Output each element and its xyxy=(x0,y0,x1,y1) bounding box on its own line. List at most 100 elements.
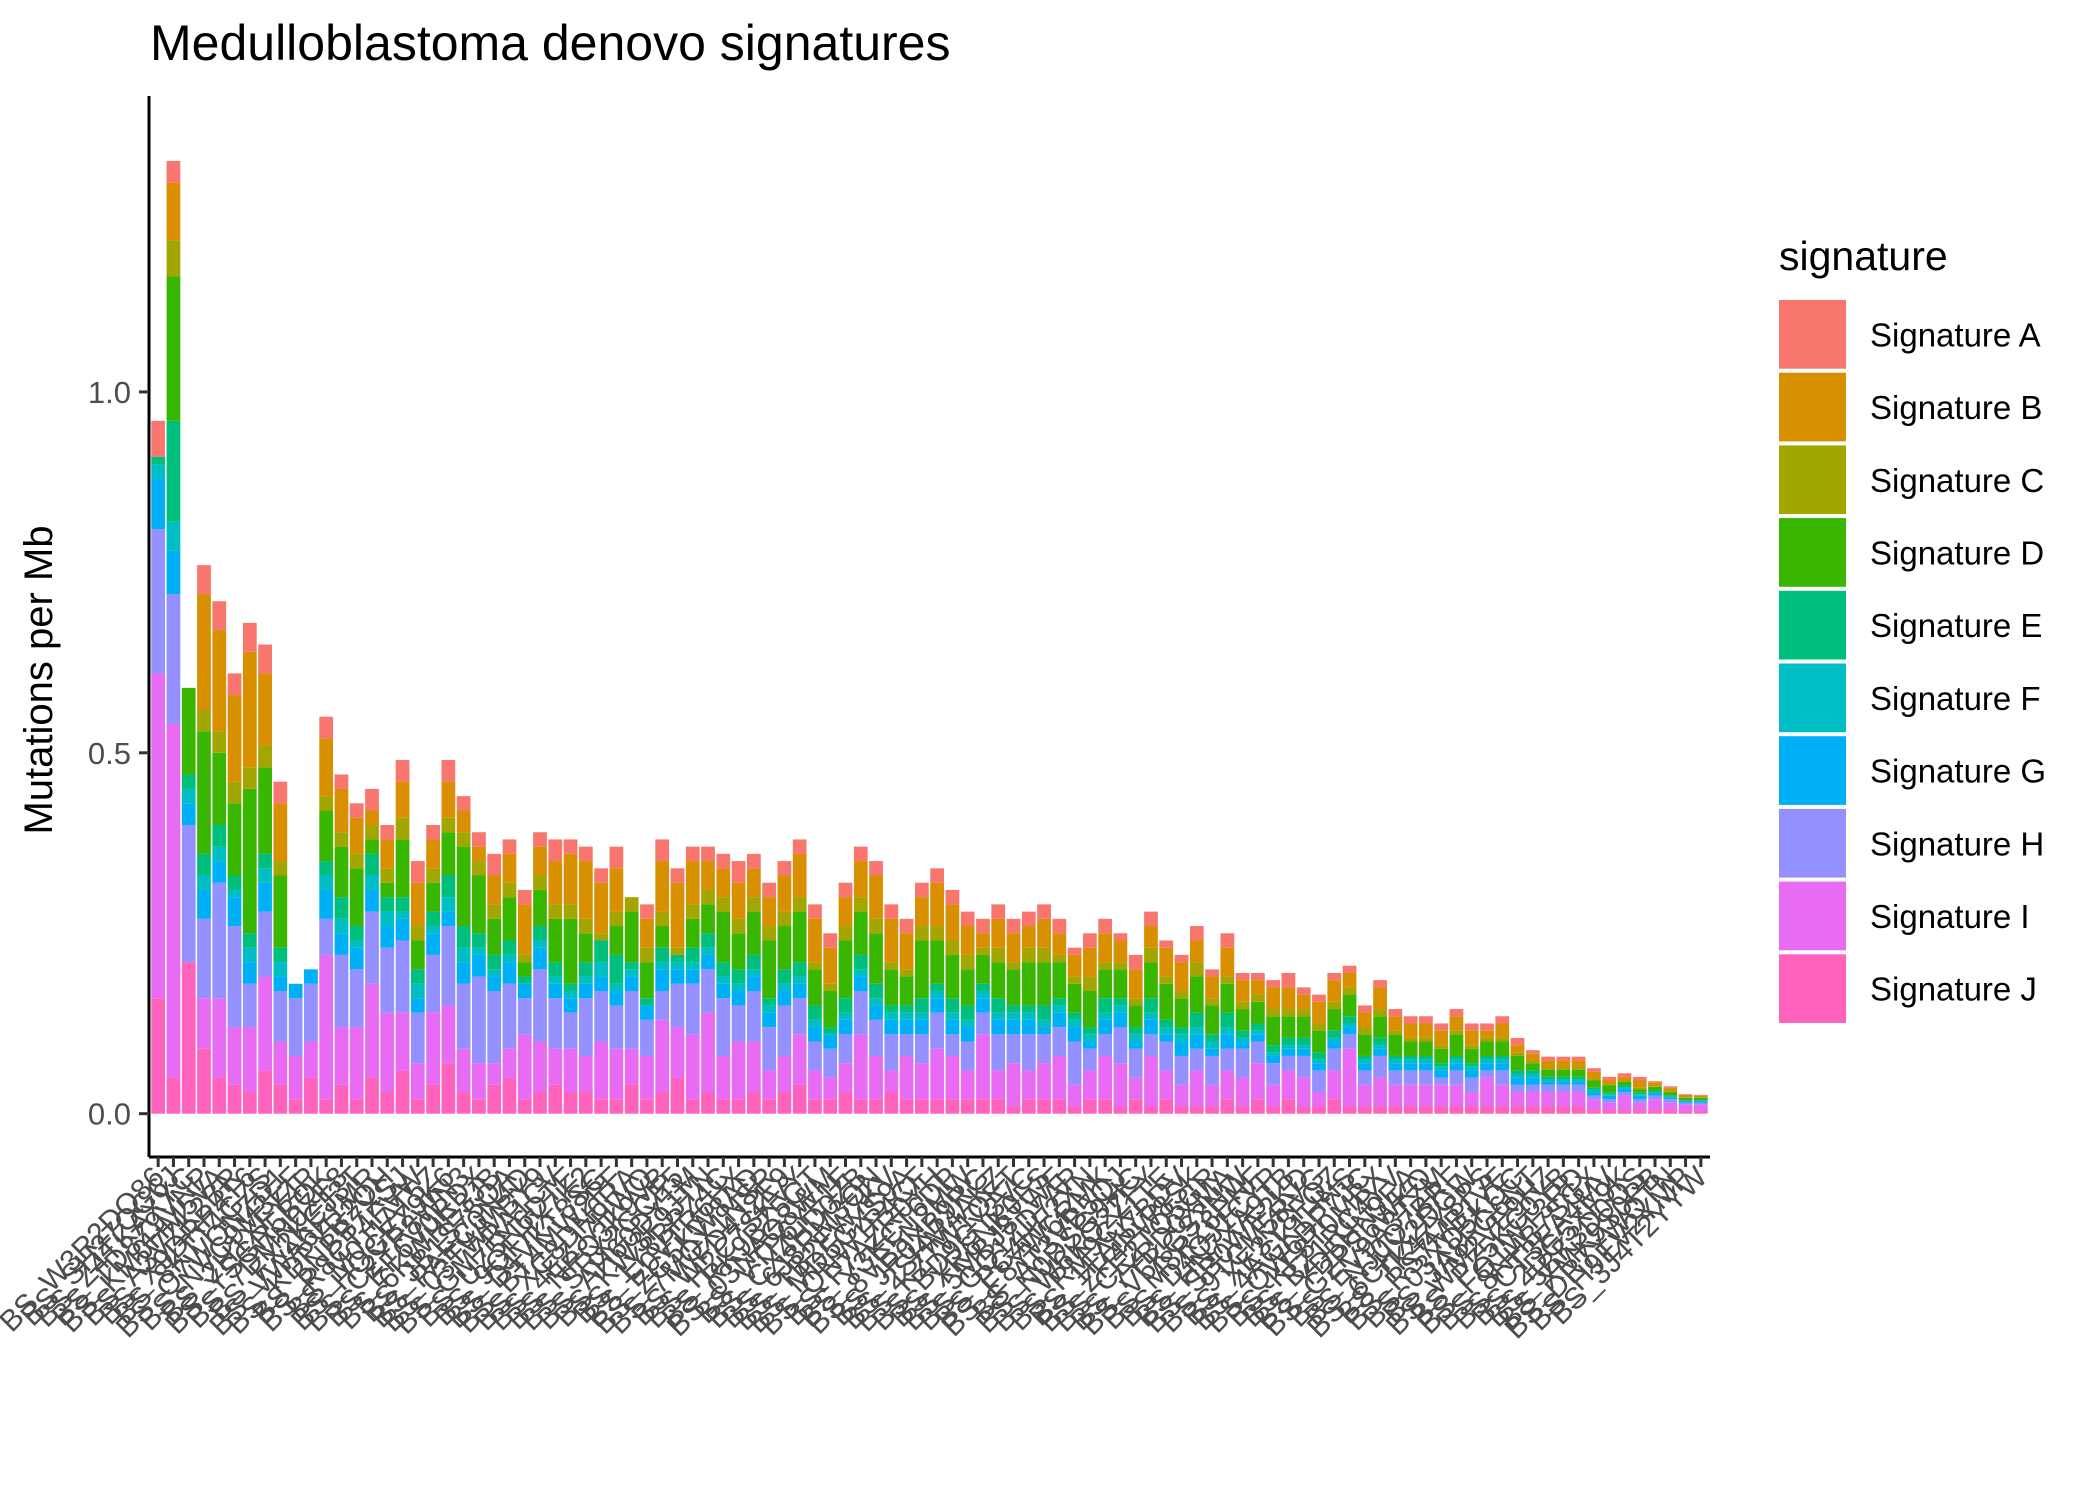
bar-segment xyxy=(1220,1048,1235,1071)
bar-segment xyxy=(1144,1106,1158,1114)
legend-key-label: Signature C xyxy=(1870,462,2044,499)
bar-segment xyxy=(701,933,715,948)
bar-segment xyxy=(1037,918,1051,948)
bar-segment xyxy=(1678,1097,1693,1098)
bar-segment xyxy=(853,897,868,912)
bar-segment xyxy=(517,954,532,963)
bar-segment xyxy=(472,976,486,1064)
bar-segment xyxy=(1235,1106,1250,1114)
bar-segment xyxy=(1067,976,1082,984)
bar-segment xyxy=(1037,904,1051,919)
bar-segment xyxy=(212,1077,227,1114)
bar-segment xyxy=(609,1005,624,1049)
bar-segment xyxy=(380,1092,395,1114)
bar-segment xyxy=(502,940,517,955)
bar-segment xyxy=(502,839,517,854)
bar-segment xyxy=(1205,1005,1219,1035)
bar-segment xyxy=(410,882,425,927)
bar-segment xyxy=(563,918,578,984)
bar-segment xyxy=(212,861,227,883)
bar-segment xyxy=(1113,1012,1128,1028)
bar-segment xyxy=(930,926,945,941)
bar-segment xyxy=(670,947,685,955)
bar-segment xyxy=(1281,972,1296,988)
bar-segment xyxy=(976,998,990,1013)
bar-segment xyxy=(441,817,456,833)
bar-segment xyxy=(1281,1037,1296,1046)
bar-segment xyxy=(1098,969,1113,999)
bar-segment xyxy=(487,1084,502,1114)
bar-segment xyxy=(1281,1016,1296,1038)
bar-segment xyxy=(1037,1034,1051,1064)
bar-segment xyxy=(242,622,257,652)
bar-segment xyxy=(1205,1084,1219,1107)
bar-segment xyxy=(1159,983,1174,1020)
bar-segment xyxy=(166,594,181,724)
bar-segment xyxy=(288,998,303,1056)
bar-segment xyxy=(1648,1082,1662,1087)
bar-segment xyxy=(609,926,624,955)
x-ticks-layer: BS_W3R2DQ86BS_SH27QG6JBS_Z4TKAXYCBS_TD8Z… xyxy=(0,1157,1714,1345)
bar-segment xyxy=(1052,998,1067,1006)
bar-segment xyxy=(655,839,670,862)
bar-segment xyxy=(410,969,425,984)
bar-segment xyxy=(1525,1106,1540,1114)
bar-segment xyxy=(151,998,166,1114)
legend-key-swatch xyxy=(1779,445,1846,515)
bar-segment xyxy=(624,976,639,991)
bar-segment xyxy=(563,839,578,854)
bar-segment xyxy=(762,1005,776,1013)
bar-segment xyxy=(334,954,349,1028)
bar-segment xyxy=(456,1092,471,1114)
bar-segment xyxy=(624,1048,639,1085)
bar-segment xyxy=(1342,1016,1357,1024)
bar-segment xyxy=(1159,947,1174,977)
bar-segment xyxy=(1052,933,1067,955)
bar-segment xyxy=(1464,1092,1479,1107)
bar-segment xyxy=(517,904,532,955)
bar-segment xyxy=(1189,940,1204,963)
bar-segment xyxy=(1464,1077,1479,1093)
bar-segment xyxy=(1617,1092,1632,1096)
bar-segment xyxy=(1083,1048,1097,1071)
bar-segment xyxy=(1602,1102,1617,1111)
bar-segment xyxy=(685,947,700,963)
bar-segment xyxy=(823,1048,838,1078)
bar-segment xyxy=(1144,962,1158,999)
bar-segment xyxy=(1296,1106,1311,1114)
bar-segment xyxy=(456,983,471,1049)
bar-segment xyxy=(1021,1034,1036,1071)
bar-segment xyxy=(1663,1099,1678,1103)
bar-segment xyxy=(731,918,746,934)
bar-segment xyxy=(655,969,670,991)
legend-key-label: Signature F xyxy=(1870,680,2041,717)
bar-segment xyxy=(1159,1027,1174,1035)
bar-segment xyxy=(334,832,349,847)
bar-segment xyxy=(1220,947,1235,977)
bar-segment xyxy=(991,947,1006,963)
bar-segment xyxy=(1128,1005,1143,1028)
bar-segment xyxy=(1510,1052,1525,1056)
bar-segment xyxy=(655,861,670,912)
bar-segment xyxy=(410,861,425,883)
bar-segment xyxy=(1357,1059,1372,1064)
bar-segment xyxy=(1296,987,1311,995)
bar-segment xyxy=(1541,1056,1555,1061)
bar-segment xyxy=(731,969,746,984)
bar-segment xyxy=(273,803,288,862)
legend-key-label: Signature A xyxy=(1870,316,2041,353)
bar-segment xyxy=(1052,1055,1067,1100)
bar-segment xyxy=(1205,969,1219,977)
bar-segment xyxy=(288,1099,303,1114)
bar-segment xyxy=(1342,1106,1357,1114)
bar-segment xyxy=(838,1034,853,1064)
bar-segment xyxy=(197,731,211,854)
bar-segment xyxy=(410,1012,425,1064)
bar-segment xyxy=(441,926,456,1006)
bar-segment xyxy=(716,853,731,869)
bar-segment xyxy=(1388,1055,1403,1060)
bar-segment xyxy=(1251,1030,1265,1035)
bar-segment xyxy=(166,723,181,1078)
bar-segment xyxy=(1525,1074,1540,1078)
